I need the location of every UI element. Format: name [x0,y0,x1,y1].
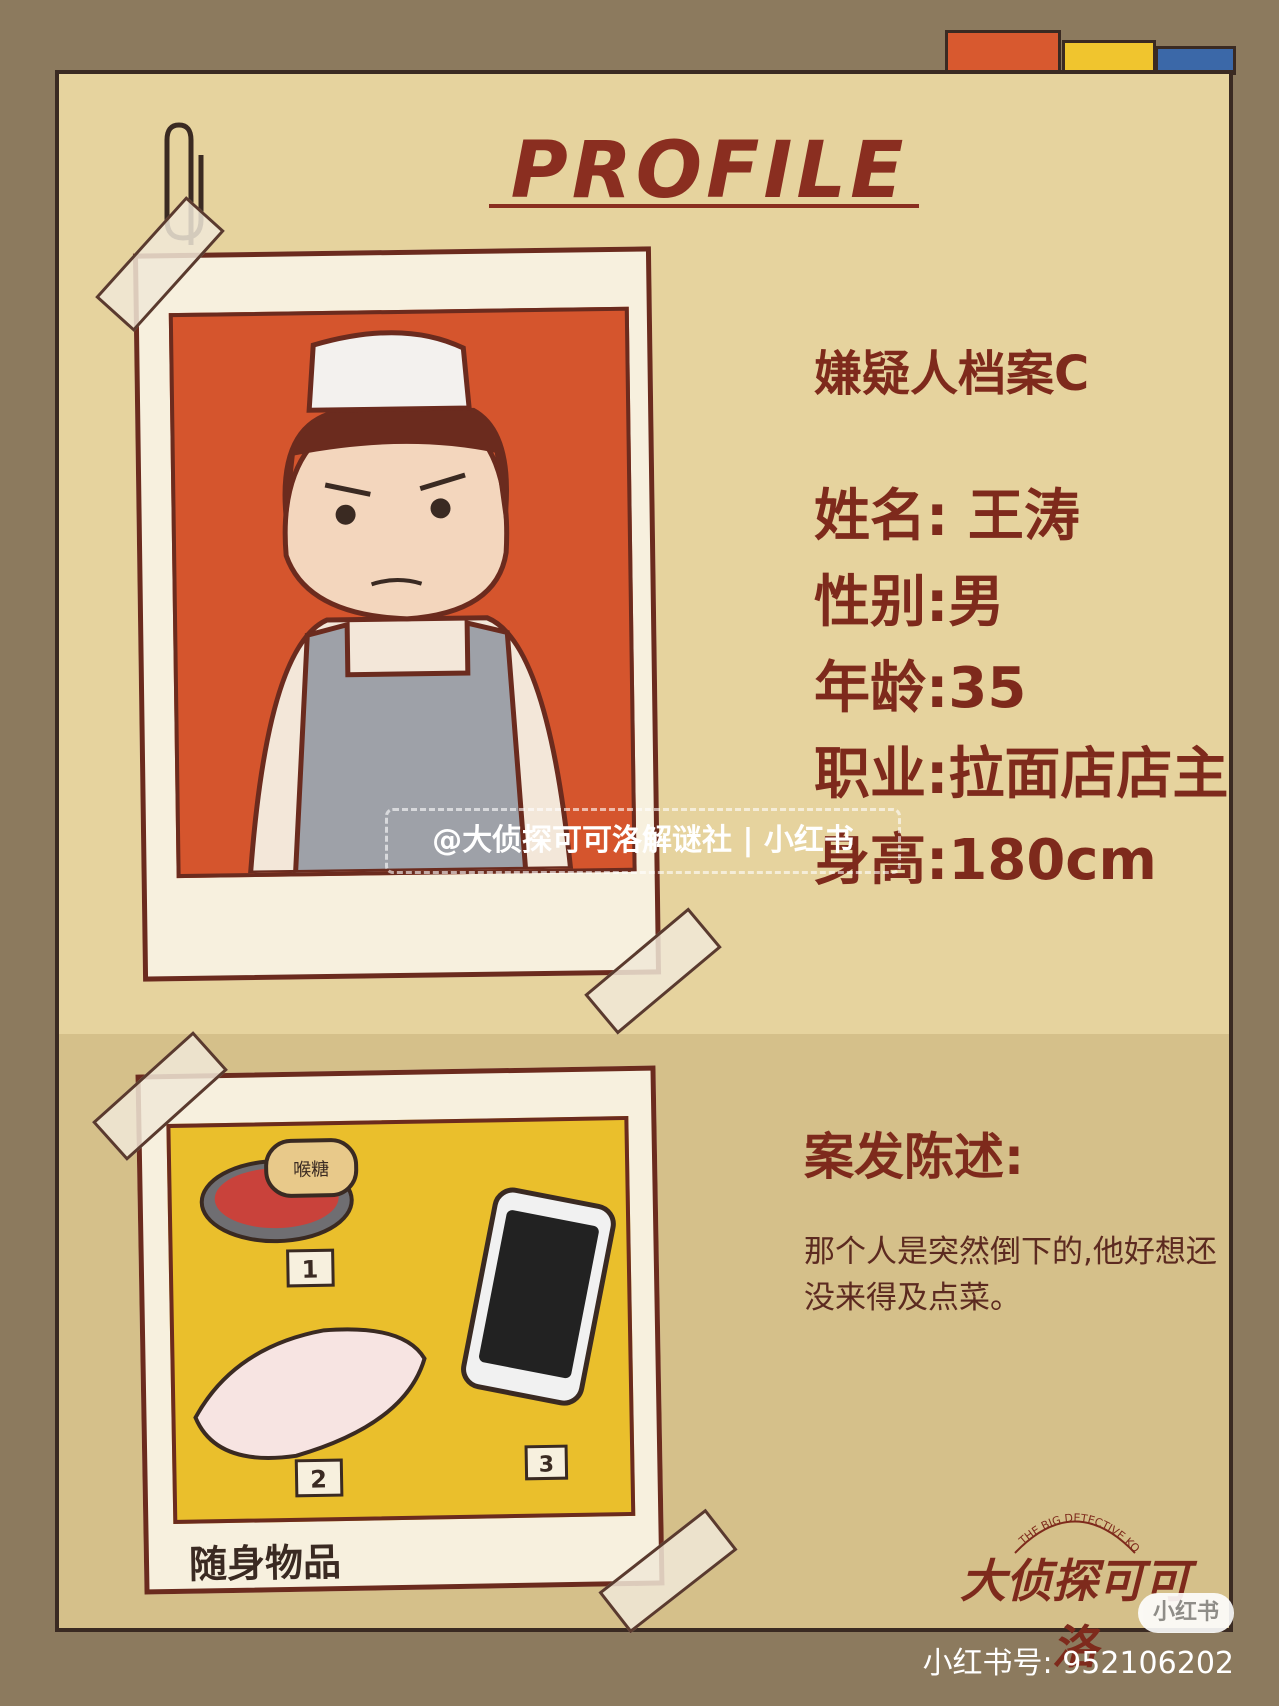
tin-label: 喉糖 [293,1159,329,1181]
evidence-marker-2: 2 [310,1465,327,1493]
field-height: 身高:180cm [814,818,1228,904]
chef-illustration-icon [247,330,574,876]
xiaohongshu-badge: 小红书 [1138,1593,1234,1633]
field-value: 180cm [948,828,1157,893]
evidence-marker-3: 3 [539,1452,555,1477]
brand-logo: THE BIG DETECTIVE KOKORO 大侦探可可洛 [936,1485,1210,1674]
field-label: 性别: [814,570,949,635]
statement-title: 案发陈述: [804,1128,1024,1186]
profile-details: 嫌疑人档案C 姓名: 王涛 性别:男 年龄:35 职业:拉面店店主 身高:180… [814,334,1228,904]
field-label: 职业: [814,742,949,807]
field-value: 35 [948,656,1027,721]
field-value: 王涛 [948,484,1080,549]
page-title: PROFILE [510,126,908,216]
red-folder-tab [945,30,1061,75]
file-title: 嫌疑人档案C [814,346,1090,402]
yellow-folder-tab [1062,40,1156,75]
field-label: 身高: [814,828,949,893]
statement-text: 那个人是突然倒下的,他好想还没来得及点菜。 [804,1234,1217,1316]
suspect-portrait [168,306,637,879]
evidence-marker-1: 1 [301,1255,318,1283]
field-value: 男 [948,570,1005,635]
field-gender: 性别:男 [814,560,1228,646]
field-name: 姓名: 王涛 [814,474,1228,560]
field-label: 姓名: [814,484,949,549]
belongings-caption: 随身物品 [188,1540,342,1587]
belongings-photo-frame: 喉糖 1 2 3 随身物品 [135,1065,665,1595]
field-value: 拉面店店主 [948,742,1229,807]
field-label: 年龄: [814,656,949,721]
watermark: @大侦探可可洛解谜社 | 小红书 [385,808,901,874]
field-age: 年龄:35 [814,646,1228,732]
belongings-picture: 喉糖 1 2 3 [166,1115,636,1524]
footer-account-id: 小红书号: 952106202 [922,1646,1234,1681]
belongings-illustration-icon: 喉糖 1 2 3 [193,1138,616,1498]
logo-ring-icon: THE BIG DETECTIVE KOKORO [936,1485,1143,1555]
field-occupation: 职业:拉面店店主 [814,732,1228,818]
title-underline [489,204,919,208]
